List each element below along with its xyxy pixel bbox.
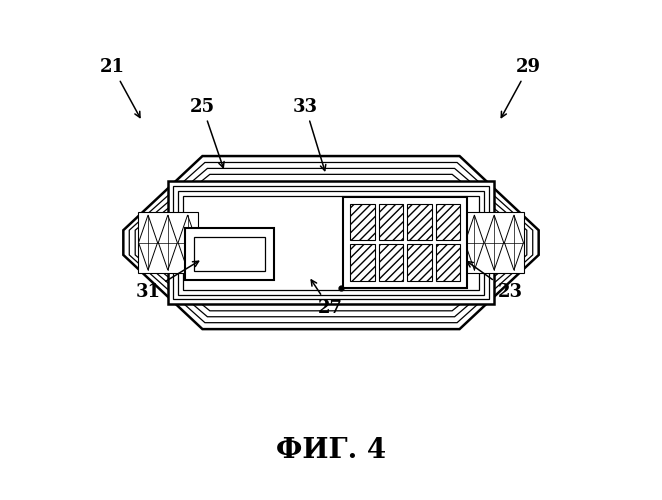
Bar: [173, 186, 489, 300]
Bar: [407, 204, 432, 240]
Polygon shape: [123, 156, 539, 329]
Text: 25: 25: [190, 98, 224, 168]
Bar: [379, 204, 403, 240]
Bar: [185, 228, 274, 280]
Polygon shape: [138, 215, 158, 270]
Polygon shape: [178, 215, 197, 270]
Bar: [350, 244, 375, 281]
Polygon shape: [465, 215, 484, 270]
Polygon shape: [485, 215, 504, 270]
Bar: [138, 212, 197, 273]
Bar: [465, 212, 524, 273]
Polygon shape: [158, 215, 177, 270]
Bar: [350, 204, 375, 240]
Text: 23: 23: [467, 262, 522, 301]
Bar: [344, 196, 467, 288]
Bar: [407, 244, 432, 281]
Text: 27: 27: [311, 280, 342, 318]
Polygon shape: [504, 215, 524, 270]
Bar: [379, 244, 403, 281]
Bar: [183, 196, 479, 290]
Text: 21: 21: [100, 58, 140, 118]
Bar: [177, 190, 485, 294]
Text: 29: 29: [501, 58, 542, 118]
Text: ФИГ. 4: ФИГ. 4: [276, 437, 386, 464]
Bar: [194, 236, 265, 271]
Bar: [436, 244, 460, 281]
Bar: [168, 181, 494, 304]
Text: 33: 33: [293, 98, 326, 170]
Bar: [436, 204, 460, 240]
Text: 31: 31: [136, 261, 199, 301]
